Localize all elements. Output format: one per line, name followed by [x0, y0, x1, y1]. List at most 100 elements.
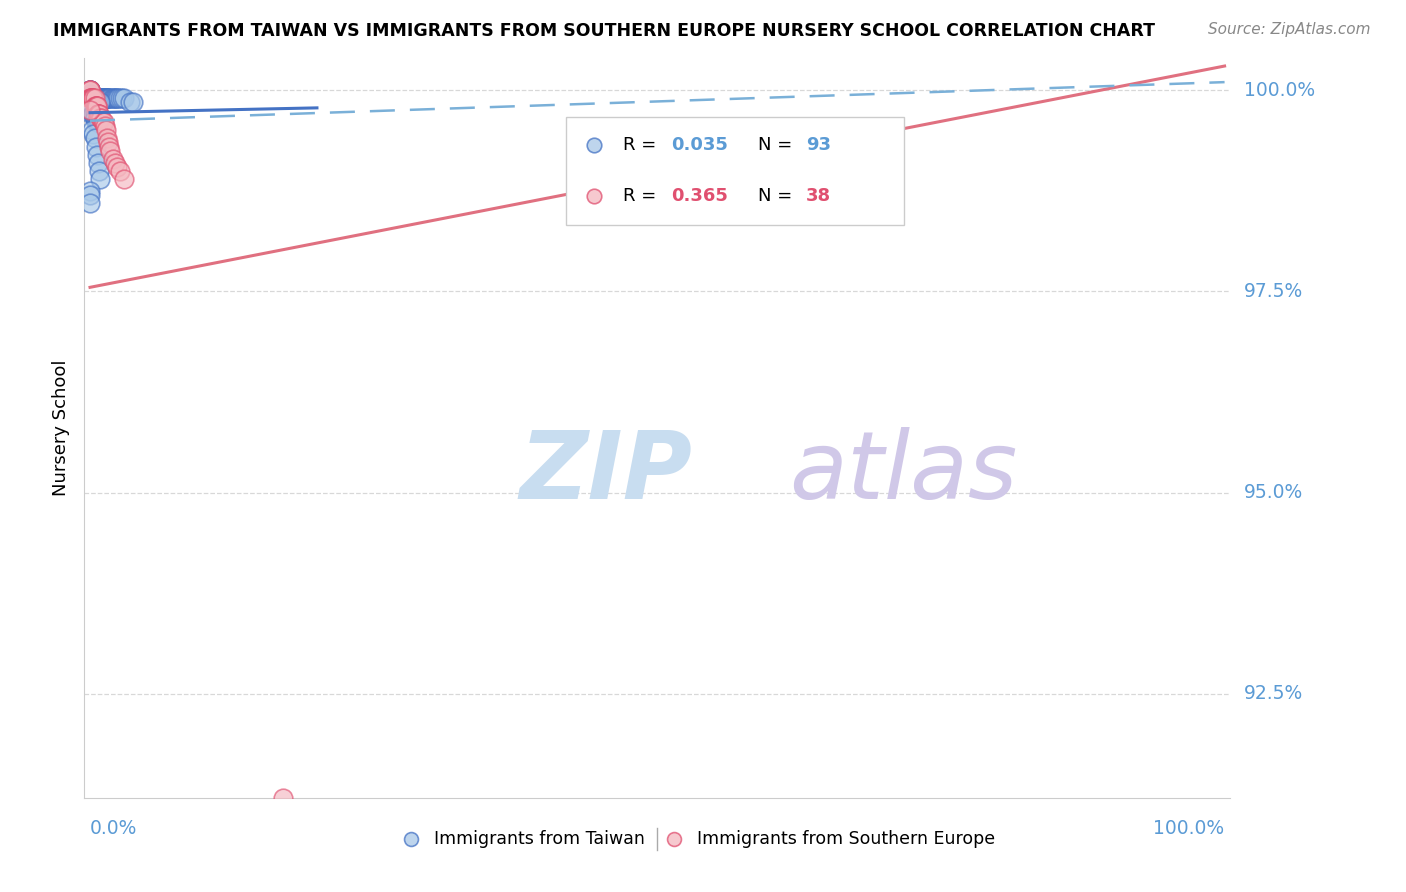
- Point: [89, 171, 111, 186]
- Point: [82, 91, 104, 105]
- Point: [83, 91, 105, 105]
- Point: [94, 91, 117, 105]
- Point: [82, 91, 104, 105]
- Point: [82, 91, 104, 105]
- Point: [87, 163, 110, 178]
- Point: [96, 91, 118, 105]
- Text: 97.5%: 97.5%: [1244, 282, 1303, 301]
- Point: [87, 91, 110, 105]
- Text: N =: N =: [758, 136, 799, 154]
- Point: [84, 99, 107, 113]
- Point: [80, 99, 103, 113]
- Text: atlas: atlas: [789, 427, 1018, 518]
- Text: 93: 93: [806, 136, 831, 154]
- FancyBboxPatch shape: [565, 117, 904, 225]
- Point: [122, 95, 145, 110]
- Point: [112, 91, 135, 105]
- Point: [80, 91, 103, 105]
- Point: [101, 152, 124, 166]
- Point: [112, 171, 135, 186]
- Text: ZIP: ZIP: [520, 426, 693, 518]
- Point: [105, 160, 128, 174]
- Point: [118, 95, 141, 110]
- Point: [80, 107, 103, 121]
- Point: [105, 91, 128, 105]
- Point: [103, 91, 125, 105]
- Point: [82, 91, 104, 105]
- Point: [83, 99, 105, 113]
- Point: [84, 91, 107, 105]
- Point: [82, 91, 104, 105]
- Point: [79, 103, 101, 118]
- Point: [98, 139, 121, 153]
- Point: [87, 155, 110, 169]
- Point: [89, 112, 111, 126]
- Point: [86, 91, 108, 105]
- Point: [79, 99, 101, 113]
- Point: [100, 91, 122, 105]
- Point: [79, 83, 101, 97]
- Point: [82, 99, 104, 113]
- Text: N =: N =: [758, 187, 799, 205]
- Point: [93, 91, 115, 105]
- Point: [87, 91, 110, 105]
- Point: [271, 791, 294, 805]
- Point: [82, 99, 104, 113]
- Point: [94, 91, 117, 105]
- Point: [87, 91, 110, 105]
- Point: [108, 91, 131, 105]
- Point: [90, 91, 112, 105]
- Text: 0.0%: 0.0%: [90, 819, 138, 838]
- Point: [87, 107, 110, 121]
- Point: [82, 107, 104, 121]
- Point: [84, 139, 107, 153]
- Point: [94, 91, 117, 105]
- Point: [108, 163, 131, 178]
- Text: R =: R =: [623, 136, 662, 154]
- Point: [83, 112, 105, 126]
- Text: 0.035: 0.035: [671, 136, 728, 154]
- Text: 92.5%: 92.5%: [1244, 684, 1303, 703]
- Point: [90, 91, 112, 105]
- Point: [80, 99, 103, 113]
- Point: [91, 115, 114, 129]
- Point: [96, 131, 118, 145]
- Text: 100.0%: 100.0%: [1244, 80, 1315, 100]
- Text: Source: ZipAtlas.com: Source: ZipAtlas.com: [1208, 22, 1371, 37]
- Point: [79, 83, 101, 97]
- Point: [89, 95, 111, 110]
- Point: [97, 136, 120, 150]
- Point: [84, 99, 107, 113]
- Point: [82, 91, 104, 105]
- Point: [89, 91, 111, 105]
- Text: 38: 38: [806, 187, 831, 205]
- Point: [87, 107, 110, 121]
- Point: [80, 103, 103, 118]
- Point: [83, 91, 105, 105]
- Text: 100.0%: 100.0%: [1153, 819, 1225, 838]
- Point: [91, 91, 114, 105]
- Point: [91, 91, 114, 105]
- Point: [94, 120, 117, 134]
- Point: [82, 128, 104, 142]
- Point: [79, 187, 101, 202]
- Point: [79, 91, 101, 105]
- Point: [79, 83, 101, 97]
- Point: [79, 99, 101, 113]
- Point: [86, 99, 108, 113]
- Point: [79, 91, 101, 105]
- Point: [83, 91, 105, 105]
- Point: [79, 195, 101, 210]
- Point: [94, 123, 117, 137]
- Point: [100, 91, 122, 105]
- Text: R =: R =: [623, 187, 662, 205]
- Point: [79, 91, 101, 105]
- Point: [104, 91, 127, 105]
- Point: [86, 91, 108, 105]
- Point: [82, 91, 104, 105]
- Point: [87, 91, 110, 105]
- Point: [82, 107, 104, 121]
- Point: [79, 88, 101, 103]
- Point: [90, 91, 112, 105]
- Point: [84, 91, 107, 105]
